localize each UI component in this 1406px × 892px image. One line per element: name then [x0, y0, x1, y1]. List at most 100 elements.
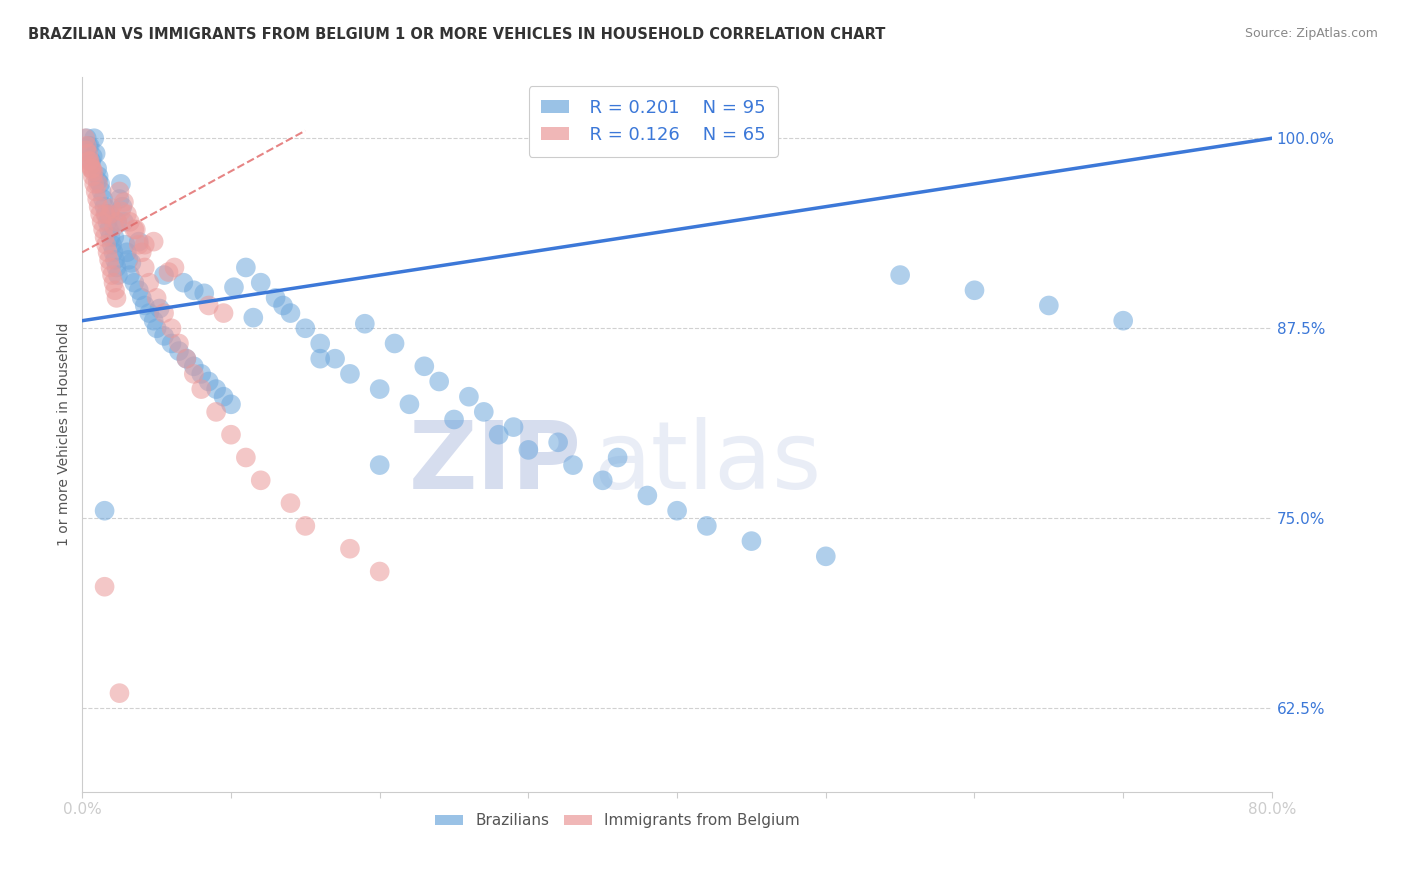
Point [90, 215, 112, 229]
Text: Source: ZipAtlas.com: Source: ZipAtlas.com [1244, 27, 1378, 40]
Point [86, 161, 108, 176]
Point [309, 336, 332, 351]
Point [98, 222, 121, 236]
Point [142, 235, 165, 249]
Point [90, 185, 112, 199]
Point [112, 215, 135, 229]
Point [134, 260, 156, 275]
Point [97, 215, 120, 229]
Point [103, 245, 125, 260]
Point [488, 427, 510, 442]
Point [212, 306, 235, 320]
Point [120, 256, 142, 270]
Point [105, 215, 128, 229]
Text: ZIP: ZIP [409, 417, 582, 509]
Point [249, 276, 271, 290]
Point [183, 283, 205, 297]
Point [294, 321, 316, 335]
Y-axis label: 1 or more Vehicles in Household: 1 or more Vehicles in Household [58, 323, 72, 547]
Point [443, 412, 465, 426]
Point [76, 139, 98, 153]
Legend: Brazilians, Immigrants from Belgium: Brazilians, Immigrants from Belgium [429, 807, 806, 834]
Point [134, 298, 156, 312]
Point [110, 204, 132, 219]
Point [94, 237, 117, 252]
Point [111, 200, 134, 214]
Point [87, 174, 110, 188]
Point [77, 154, 100, 169]
Point [197, 298, 219, 312]
Point [75, 131, 97, 145]
Point [98, 252, 121, 267]
Point [339, 367, 361, 381]
Point [118, 215, 141, 229]
Point [172, 276, 194, 290]
Point [153, 268, 176, 282]
Point [105, 260, 128, 275]
Point [190, 367, 212, 381]
Point [219, 427, 242, 442]
Point [118, 268, 141, 282]
Point [963, 283, 986, 297]
Point [83, 131, 105, 145]
Point [149, 301, 172, 316]
Point [294, 519, 316, 533]
Point [138, 306, 160, 320]
Point [235, 450, 257, 465]
Point [115, 245, 138, 260]
Point [87, 169, 110, 184]
Point [112, 195, 135, 210]
Point [183, 367, 205, 381]
Point [280, 306, 302, 320]
Point [87, 200, 110, 214]
Point [77, 139, 100, 153]
Point [87, 177, 110, 191]
Point [80, 161, 103, 176]
Point [339, 541, 361, 556]
Point [264, 291, 287, 305]
Point [606, 450, 628, 465]
Point [101, 237, 124, 252]
Point [93, 200, 115, 214]
Point [117, 252, 139, 267]
Point [458, 390, 481, 404]
Point [131, 291, 153, 305]
Point [83, 177, 105, 191]
Point [183, 359, 205, 374]
Point [108, 192, 131, 206]
Point [323, 351, 346, 366]
Point [517, 442, 540, 457]
Point [94, 207, 117, 221]
Point [134, 237, 156, 252]
Point [384, 336, 406, 351]
Point [91, 192, 114, 206]
Point [128, 283, 150, 297]
Point [176, 351, 198, 366]
Point [592, 473, 614, 487]
Point [89, 207, 111, 221]
Point [427, 375, 450, 389]
Point [79, 159, 101, 173]
Point [666, 504, 689, 518]
Point [100, 201, 122, 215]
Point [309, 351, 332, 366]
Point [94, 207, 117, 221]
Point [153, 329, 176, 343]
Point [103, 276, 125, 290]
Point [108, 185, 131, 199]
Point [636, 489, 658, 503]
Point [80, 161, 103, 176]
Point [280, 496, 302, 510]
Point [89, 177, 111, 191]
Point [1038, 298, 1060, 312]
Point [104, 283, 127, 297]
Point [502, 420, 524, 434]
Point [176, 351, 198, 366]
Point [145, 321, 167, 335]
Point [103, 230, 125, 244]
Point [249, 473, 271, 487]
Point [1112, 314, 1135, 328]
Point [131, 245, 153, 260]
Point [115, 207, 138, 221]
Point [145, 291, 167, 305]
